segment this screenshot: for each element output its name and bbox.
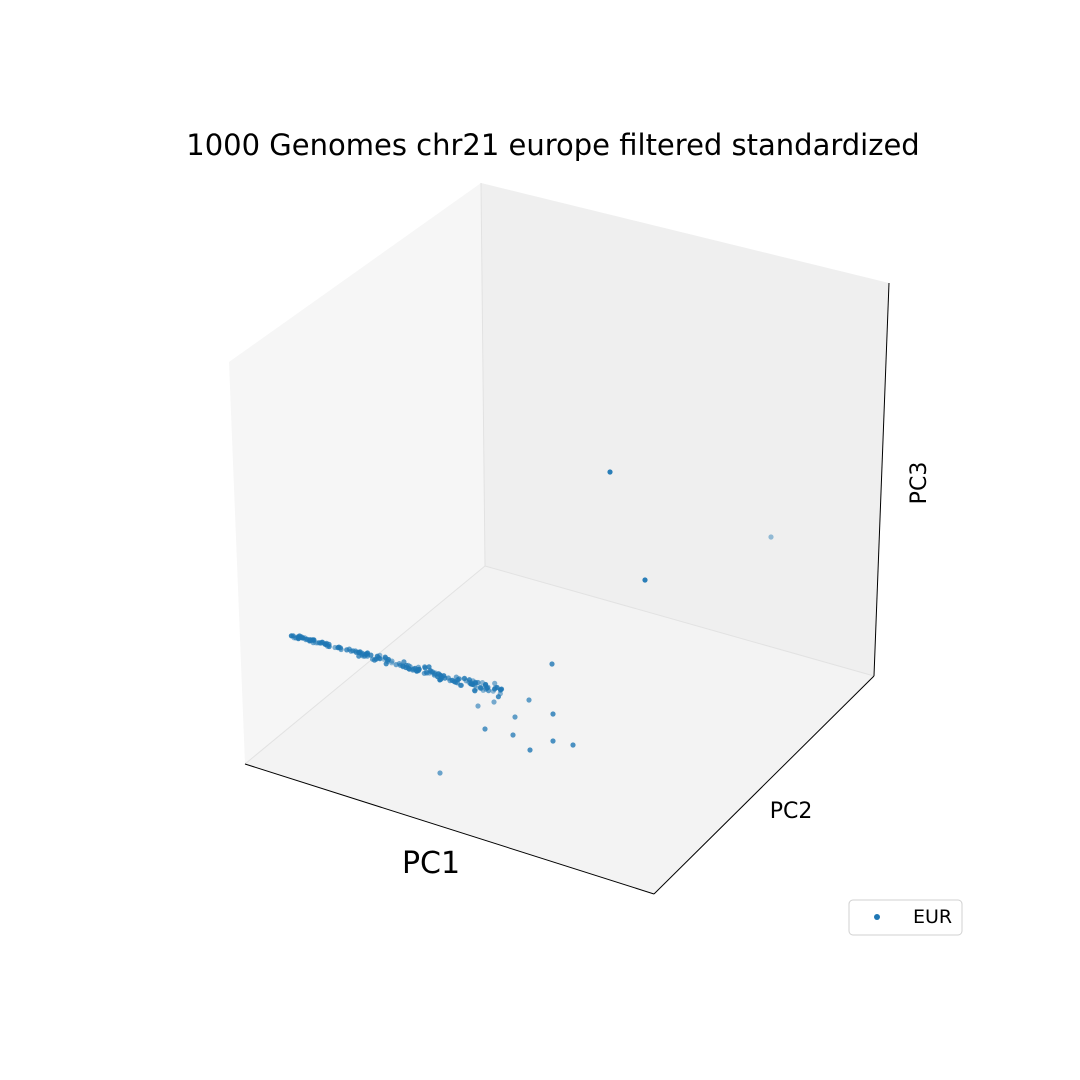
data-point (295, 633, 301, 640)
x-axis-line (244, 763, 655, 895)
data-point (526, 697, 532, 703)
floor-pane (245, 566, 874, 894)
data-point (492, 680, 498, 687)
data-point (453, 674, 459, 680)
pane-edge (484, 565, 875, 677)
data-point (288, 633, 294, 639)
data-point (311, 637, 317, 643)
data-point (642, 577, 648, 583)
data-point (428, 668, 434, 674)
data-point (293, 635, 299, 641)
data-point (318, 640, 324, 646)
data-point (607, 469, 613, 475)
back-pane (481, 183, 889, 676)
data-point (411, 666, 417, 672)
data-point (415, 667, 421, 673)
data-point (447, 678, 453, 684)
z-axis-line (873, 282, 890, 677)
data-point (550, 711, 556, 717)
data-point (306, 638, 313, 644)
data-point (475, 703, 481, 709)
data-point (437, 770, 443, 776)
pane-edge (244, 565, 486, 765)
data-point (383, 661, 389, 667)
data-point (438, 676, 444, 682)
data-point (527, 747, 533, 753)
data-point (493, 685, 499, 691)
data-point (461, 676, 467, 682)
data-point (376, 655, 382, 661)
data-point (337, 645, 343, 651)
data-point (472, 683, 478, 689)
pane-edge (480, 182, 486, 567)
data-point (389, 660, 395, 666)
data-point (360, 651, 367, 657)
legend-marker (874, 914, 880, 920)
data-point (477, 684, 483, 691)
data-point (406, 666, 412, 672)
y-axis-label: PC2 (770, 799, 813, 824)
data-point (352, 648, 359, 654)
data-point (299, 635, 305, 641)
data-point (432, 671, 438, 677)
data-point (426, 664, 432, 670)
data-point (472, 688, 478, 694)
data-point (491, 699, 497, 705)
data-point (348, 648, 354, 654)
data-point (451, 679, 457, 685)
data-point (768, 534, 774, 540)
data-point (324, 643, 331, 649)
data-point (486, 688, 492, 694)
data-point (570, 742, 576, 748)
legend-box (848, 899, 963, 936)
data-point (441, 673, 447, 679)
data-point (497, 687, 504, 693)
legend-label-eur: EUR (913, 906, 952, 928)
data-point (472, 680, 479, 686)
data-point (550, 738, 556, 744)
data-point (421, 670, 427, 676)
data-point (344, 647, 350, 653)
data-point (510, 732, 516, 738)
data-point (482, 726, 488, 732)
data-point (495, 694, 501, 700)
data-point (368, 652, 374, 658)
data-point (483, 681, 489, 688)
data-point (512, 714, 518, 720)
legend: EUR (848, 899, 963, 936)
z-axis-label: PC3 (907, 462, 932, 505)
chart-title: 1000 Genomes chr21 europe filtered stand… (186, 128, 919, 162)
data-point (549, 661, 555, 667)
x-axis-label: PC1 (402, 846, 460, 881)
data-point (383, 655, 389, 661)
data-point (422, 664, 428, 670)
data-point (473, 685, 480, 691)
data-point (400, 664, 406, 670)
y-axis-line (653, 675, 875, 895)
data-point (370, 656, 376, 662)
data-point (468, 680, 474, 686)
data-points (288, 469, 774, 776)
